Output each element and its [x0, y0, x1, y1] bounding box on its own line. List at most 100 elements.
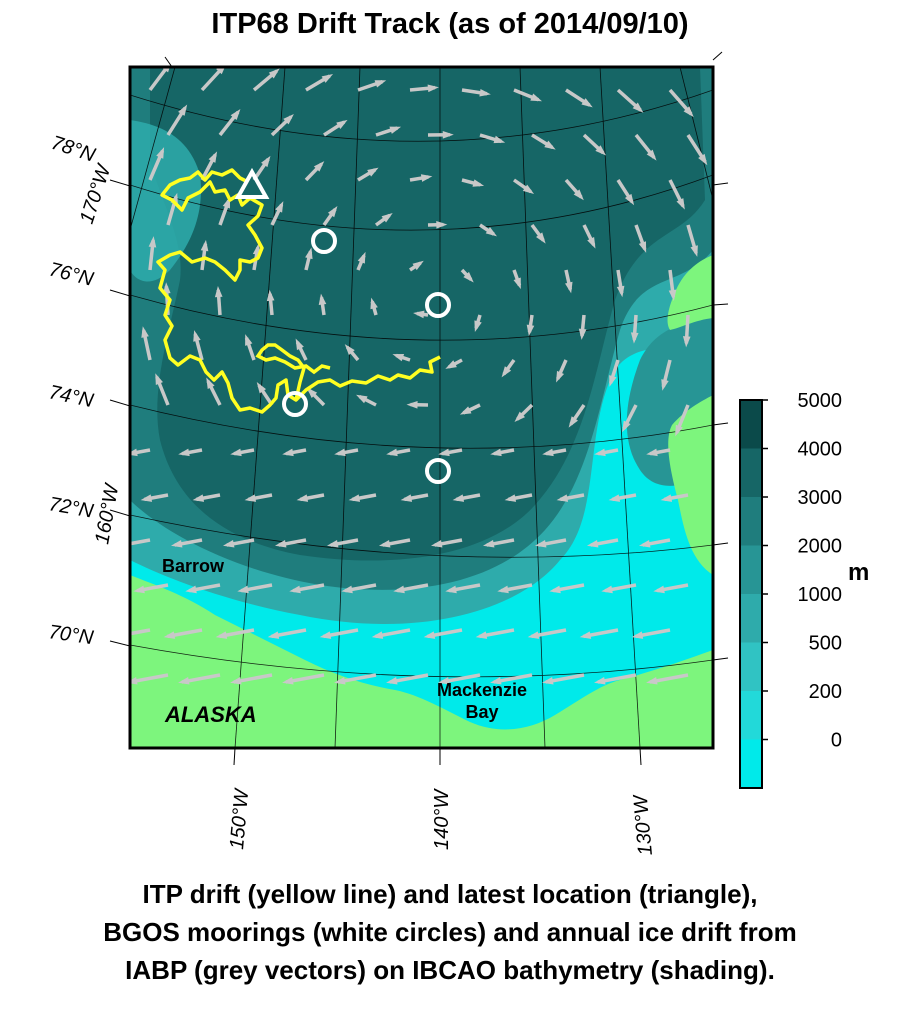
drift-vector-head: [436, 220, 448, 229]
drift-vector-head: [313, 161, 325, 172]
lon-label-140w: 140°W: [431, 788, 453, 850]
drift-vector-head: [608, 494, 621, 502]
drift-vector-head: [185, 585, 197, 594]
drift-vector-head: [690, 245, 698, 257]
drift-vector-head: [438, 677, 450, 685]
drift-vector-head: [412, 260, 424, 271]
drift-vector-head: [230, 677, 242, 685]
drift-vector-head: [578, 328, 587, 340]
drift-vector-head: [392, 353, 405, 362]
drift-vector-head: [485, 227, 498, 237]
drift-vector-head: [504, 494, 517, 502]
drift-vector-head: [389, 126, 402, 134]
lat-label-70: 70°N: [47, 621, 95, 649]
drift-vector-head: [319, 631, 332, 639]
colorbar-swatch: [740, 691, 762, 740]
colorbar-swatch: [740, 594, 762, 643]
map-frame: [128, 65, 715, 750]
drift-vector-head: [289, 585, 301, 594]
drift-vector-head: [536, 232, 546, 244]
drift-vector-head: [581, 98, 593, 108]
drift-vector-head: [445, 360, 457, 369]
drift-vector-head: [378, 539, 391, 548]
drift-vector-head: [295, 338, 304, 351]
drift-vector-head: [282, 448, 294, 457]
drift-vector-head: [370, 297, 378, 310]
drift-vector-head: [400, 494, 413, 502]
mooring-c: [282, 391, 308, 417]
drift-vector-head: [430, 539, 443, 548]
drift-vector-head: [653, 585, 665, 594]
drift-vector-head: [406, 400, 418, 409]
drift-vector-head: [675, 424, 683, 437]
label-alaska: ALASKA: [164, 702, 257, 727]
label-barrow: Barrow: [162, 556, 225, 576]
drift-vector-head: [479, 88, 491, 97]
drift-vector-head: [568, 416, 578, 428]
drift-vector-head: [586, 539, 599, 548]
drift-vector-head: [579, 631, 592, 639]
colorbar-swatch: [740, 545, 762, 594]
drift-vector-head: [522, 184, 535, 195]
itp-drift-track-loop: [255, 343, 331, 401]
drift-vector-head: [192, 494, 205, 502]
drift-vector-head: [534, 539, 547, 548]
drift-vector-head: [326, 539, 339, 548]
drift-vector-head: [549, 585, 561, 594]
label-bay: Bay: [465, 702, 498, 722]
mooring-b: [425, 292, 451, 318]
drift-vector-head: [683, 106, 694, 118]
drift-vector-head: [630, 332, 639, 344]
lat-label-74: 74°N: [47, 381, 96, 412]
drift-vector-head: [371, 631, 384, 639]
drift-vector-head: [163, 631, 176, 639]
colorbar-tick-label: 4000: [798, 439, 843, 461]
drift-vector-head: [463, 271, 474, 283]
lat-label-76: 76°N: [47, 259, 96, 291]
drift-vector-head: [206, 377, 215, 390]
drift-vector-head: [318, 293, 327, 306]
colorbar-tick-label: 500: [809, 633, 842, 655]
drift-vector-head: [631, 631, 644, 639]
drift-vector-head: [237, 585, 249, 594]
drift-vector-head: [275, 201, 284, 213]
drift-vector-head: [475, 631, 488, 639]
drift-vector-head: [344, 344, 355, 356]
caption-line-3: IABP (grey vectors) on IBCAO bathymetry …: [125, 955, 775, 985]
drift-vector-head: [230, 448, 242, 457]
drift-vector-head: [474, 320, 482, 332]
graticule-ticks: [109, 51, 729, 766]
drift-vector-head: [267, 631, 280, 639]
drift-vector-head: [682, 336, 691, 348]
drift-vector-head: [245, 334, 253, 346]
drift-vector-head: [140, 494, 153, 502]
drift-vector-head: [526, 324, 535, 337]
drift-vector-head: [452, 494, 465, 502]
drift-vector-head: [393, 585, 405, 594]
drift-vector-head: [587, 236, 596, 249]
drift-vector-head: [283, 114, 294, 125]
drift-vector-head: [482, 539, 495, 548]
drift-vector-head: [215, 631, 228, 639]
drift-vector-head: [374, 80, 387, 88]
colorbar-swatch: [740, 642, 762, 691]
drift-vector-head: [622, 420, 631, 433]
lon-label-160w: 160°W: [91, 481, 123, 546]
drift-vector-head: [381, 212, 393, 223]
drift-vector-head: [530, 93, 542, 102]
drift-vector-head: [130, 448, 138, 457]
drift-vector-head: [556, 494, 569, 502]
drift-vector-head: [170, 539, 183, 548]
drift-vector-head: [208, 151, 218, 163]
drift-vector-head: [573, 189, 584, 201]
drift-vector-head: [244, 494, 257, 502]
colorbar-unit: m: [848, 559, 869, 586]
label-mackenzie: Mackenzie: [437, 680, 527, 700]
bgos-moorings: [282, 228, 451, 484]
drift-vector-head: [427, 84, 439, 93]
colorbar-tick-label: 0: [831, 730, 842, 752]
drift-vector-head: [334, 448, 346, 457]
drift-vector-head: [305, 247, 313, 260]
drift-vector-head: [638, 241, 647, 253]
